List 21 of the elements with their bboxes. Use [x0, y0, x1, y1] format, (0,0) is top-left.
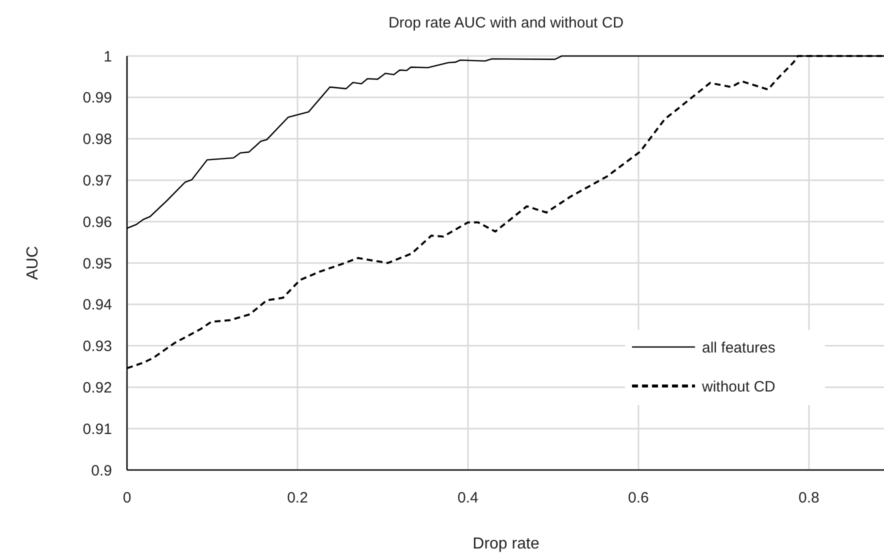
x-tick-label: 0.2: [287, 489, 308, 506]
y-tick-label: 0.93: [82, 338, 112, 356]
y-tick-label: 0.91: [82, 420, 112, 438]
x-tick-label: 0.6: [628, 489, 649, 506]
chart-title: Drop rate AUC with and without CD: [388, 14, 624, 32]
x-tick-label: 0.8: [798, 489, 820, 506]
y-tick-label: 0.92: [82, 379, 112, 396]
x-tick-label: 0.4: [458, 489, 478, 506]
x-tick-label: 0: [122, 489, 132, 506]
y-tick-label: 0.96: [82, 214, 112, 231]
y-tick-label: 0.94: [82, 296, 112, 314]
x-axis-title: Drop rate: [472, 536, 540, 553]
y-tick-label: 0.95: [82, 255, 112, 272]
legend-label: without CD: [701, 378, 776, 396]
y-tick-label: 0.9: [91, 462, 112, 480]
legend-label: all features: [702, 339, 776, 356]
y-tick-label: 1: [104, 48, 112, 66]
y-tick-label: 0.98: [82, 131, 112, 148]
y-axis-title: AUC: [24, 246, 42, 280]
y-tick-label: 0.99: [82, 90, 112, 107]
y-tick-label: 0.97: [82, 172, 112, 190]
